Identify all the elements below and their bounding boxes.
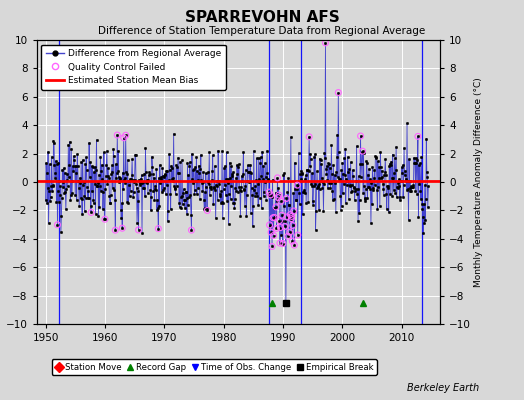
Point [272,225,281,232]
Point [334,89,343,96]
Point [321,40,330,46]
Point [203,207,212,214]
Text: Difference of Station Temperature Data from Regional Average: Difference of Station Temperature Data f… [99,26,425,36]
Point [283,233,292,240]
Point [278,212,286,218]
Point [277,198,285,204]
Point [274,194,282,201]
Point [293,232,302,238]
Point [275,218,283,224]
Point [268,243,276,250]
Point [187,227,195,233]
Point [288,238,297,244]
Point [269,232,278,239]
Legend: Station Move, Record Gap, Time of Obs. Change, Empirical Break: Station Move, Record Gap, Time of Obs. C… [52,359,377,375]
Point [289,222,297,229]
Point [286,229,294,236]
Point [265,189,274,195]
Point [276,240,284,246]
Point [276,224,285,231]
Point [267,229,275,236]
Point [274,175,282,181]
Point [282,214,291,220]
Point [101,216,109,222]
Point [269,214,277,221]
Point [305,134,313,140]
Point [286,212,294,218]
Point [290,208,298,214]
Point [358,148,367,154]
Point [111,227,119,233]
Point [290,242,299,248]
Point [288,213,296,220]
Y-axis label: Monthly Temperature Anomaly Difference (°C): Monthly Temperature Anomaly Difference (… [474,77,483,287]
Point [270,214,279,221]
Point [293,182,301,188]
Point [134,227,143,233]
Point [53,222,62,228]
Point [281,223,289,230]
Point [414,133,422,140]
Point [265,222,274,228]
Point [119,134,128,141]
Text: SPARREVOHN AFS: SPARREVOHN AFS [184,10,340,25]
Point [282,195,291,202]
Point [154,226,162,232]
Point [87,209,95,216]
Point [118,225,126,232]
Point [272,204,280,210]
Point [266,192,275,198]
Point [275,192,283,198]
Point [287,216,296,222]
Point [113,132,122,138]
Point [279,240,287,247]
Point [122,132,130,138]
Point [356,133,365,139]
Text: Berkeley Earth: Berkeley Earth [407,383,479,393]
